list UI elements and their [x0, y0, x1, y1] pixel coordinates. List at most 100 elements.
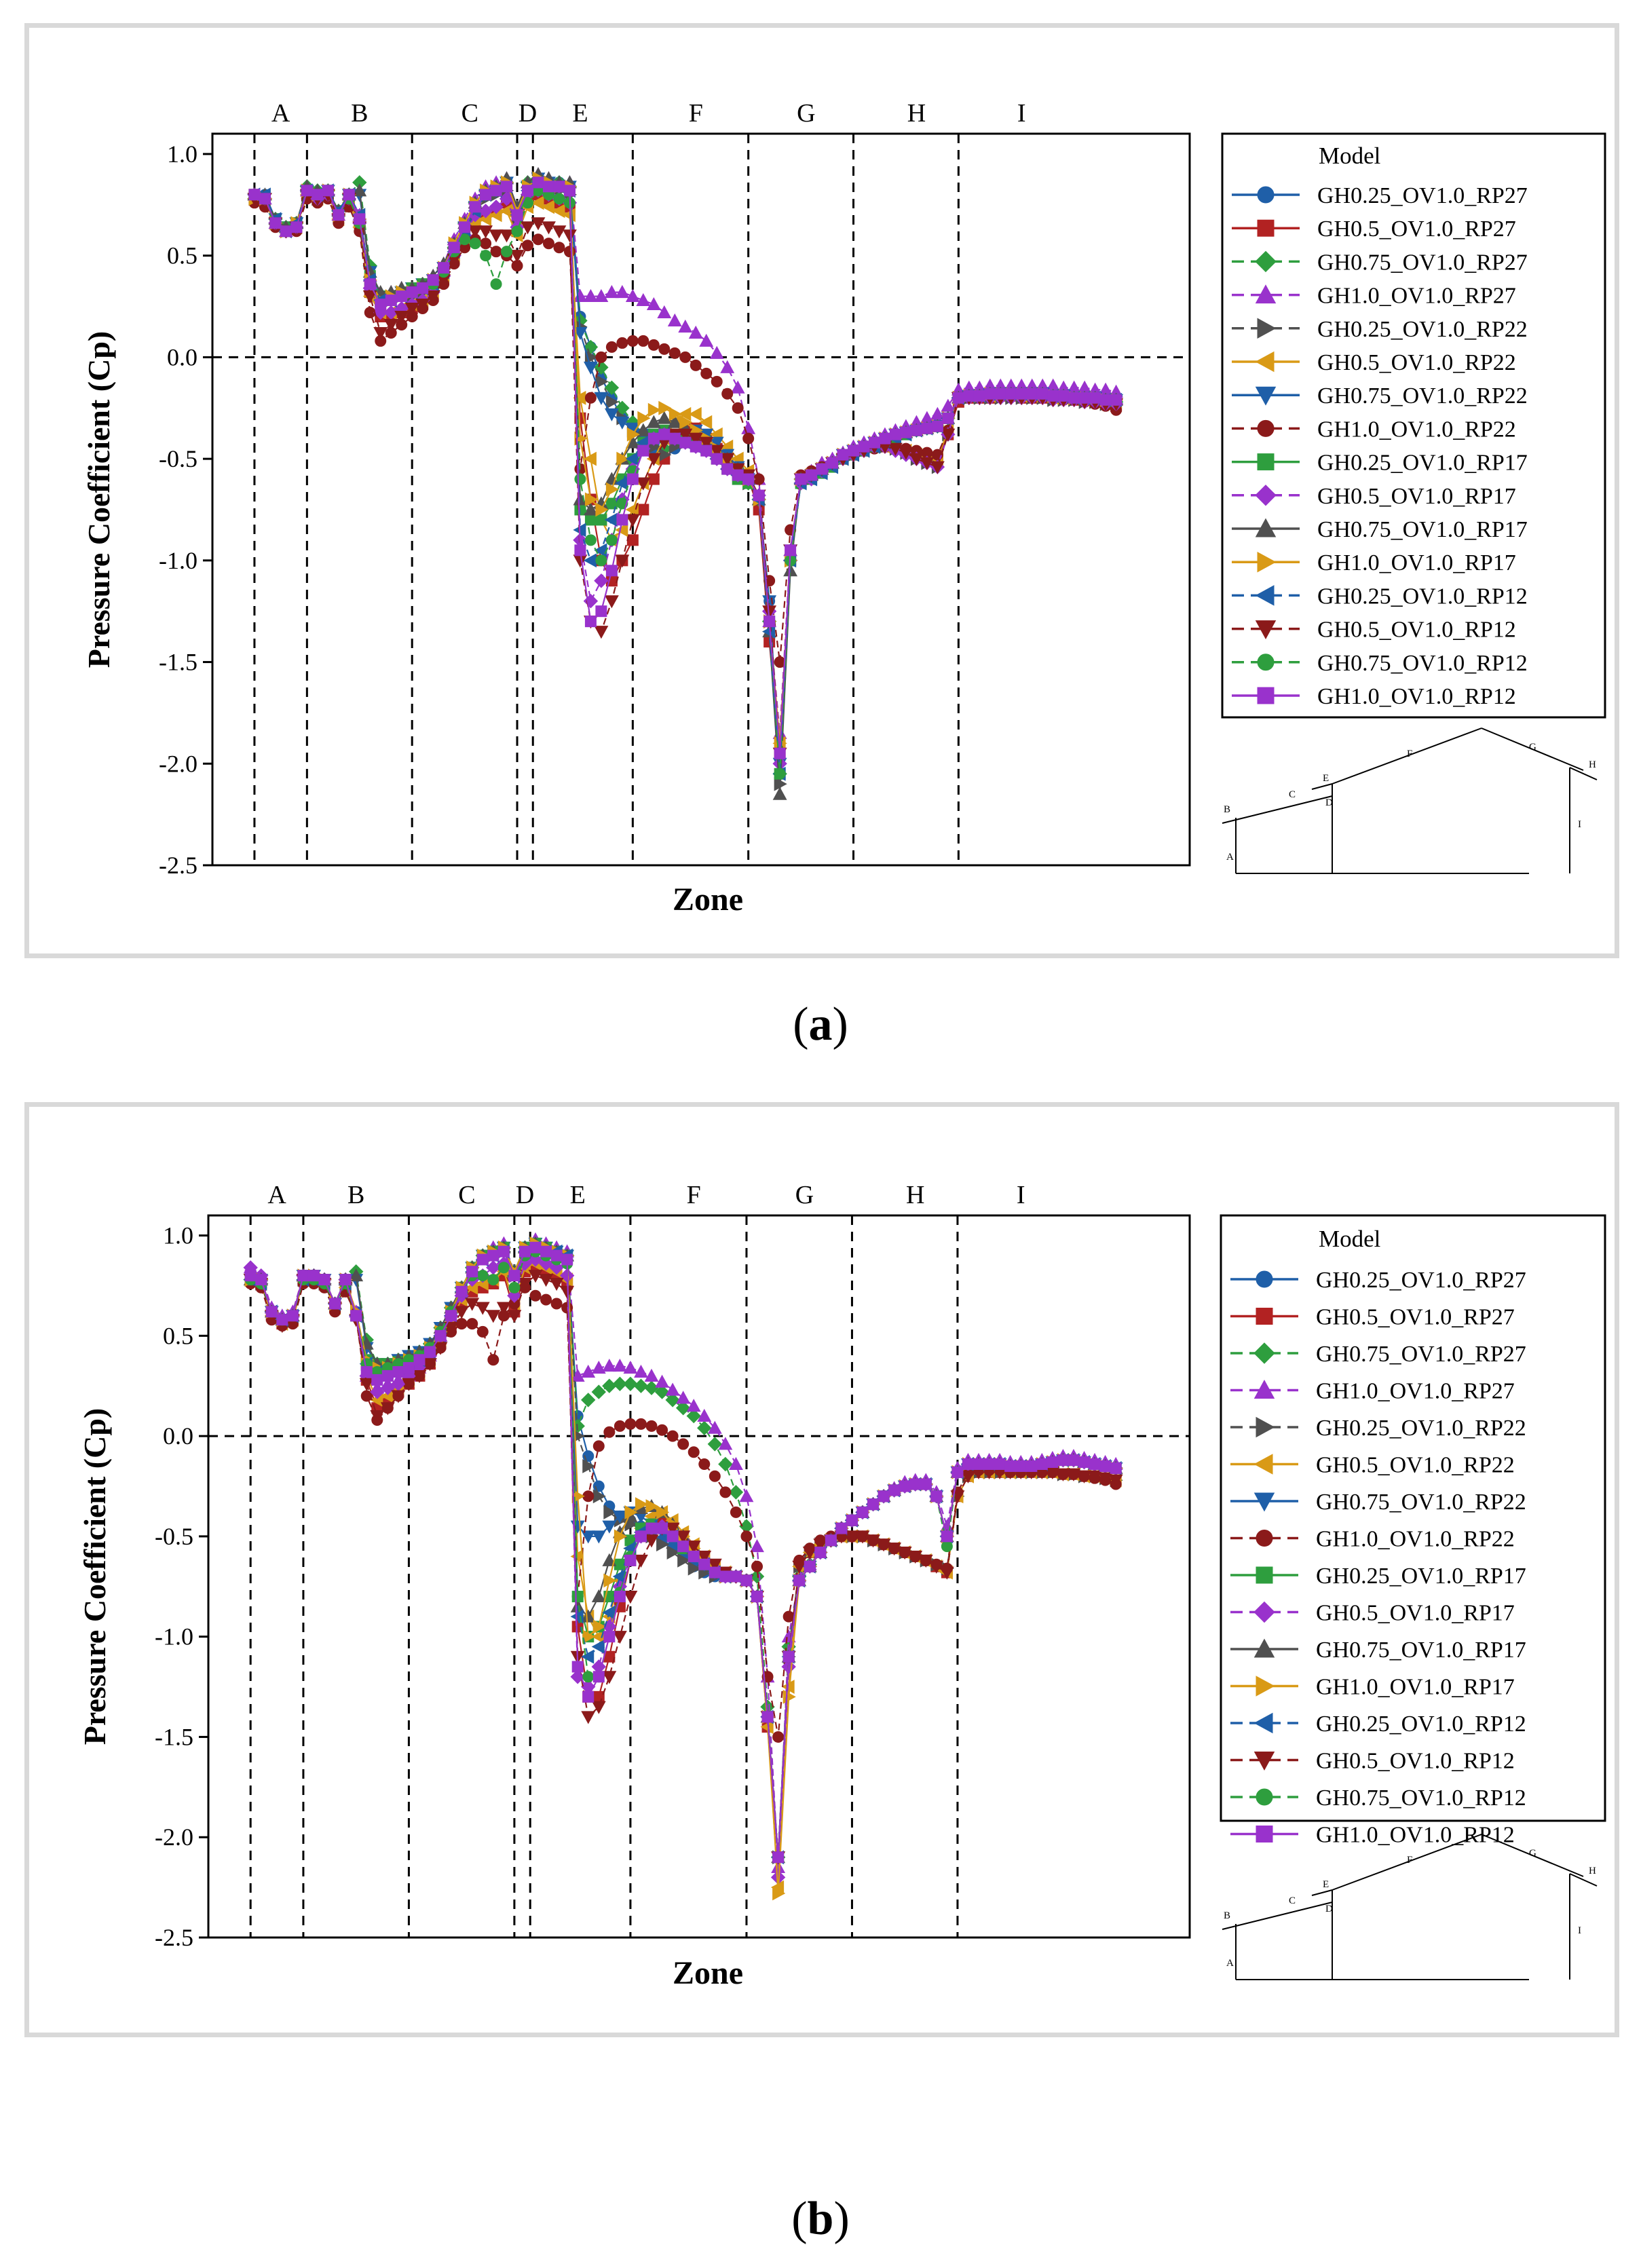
data-point [1087, 1470, 1102, 1483]
data-point [591, 1360, 606, 1374]
legend-entry: GH0.75_OV1.0_RP17 [1230, 1638, 1526, 1663]
data-point [402, 1362, 415, 1374]
data-point [602, 1553, 617, 1566]
data-point [612, 1359, 627, 1372]
data-point [848, 445, 860, 457]
data-point [1068, 1454, 1080, 1467]
data-point [531, 195, 544, 210]
data-point [688, 407, 702, 421]
caption-b-letter: b [807, 2193, 834, 2245]
data-point [909, 1478, 922, 1490]
data-point [391, 1390, 406, 1403]
data-point [772, 787, 787, 800]
legend-entry: GH0.75_OV1.0_RP27 [1230, 1342, 1526, 1367]
legend-label: GH0.25_OV1.0_RP22 [1316, 1416, 1526, 1441]
data-point [602, 1605, 616, 1620]
data-point [605, 341, 618, 353]
data-point [930, 1490, 943, 1502]
schematic-label: G [1529, 742, 1536, 753]
data-point [795, 473, 807, 485]
legend-entry: GH0.25_OV1.0_RP17 [1232, 451, 1528, 476]
data-point [709, 1470, 721, 1482]
y-tick-label: -1.5 [159, 649, 197, 676]
data-point [687, 1561, 701, 1576]
data-point [444, 1322, 459, 1336]
legend-label: GH0.5_OV1.0_RP22 [1317, 350, 1516, 375]
data-point [614, 1529, 628, 1544]
data-point [401, 1378, 416, 1391]
data-point [594, 626, 609, 639]
data-point [602, 1671, 617, 1684]
y-tick-label: 1.0 [163, 1222, 193, 1249]
data-point [656, 1537, 670, 1552]
data-point [688, 325, 703, 339]
data-point [584, 392, 597, 404]
data-point [718, 1456, 733, 1472]
data-point [594, 392, 609, 405]
legend-entry: GH0.25_OV1.0_RP12 [1230, 1712, 1526, 1737]
legend-marker [1257, 186, 1275, 204]
caption-a-letter: a [808, 998, 833, 1051]
data-point [1046, 1456, 1059, 1469]
data-point [806, 469, 818, 481]
legend-entry: GH0.5_OV1.0_RP12 [1232, 618, 1516, 643]
data-point [490, 246, 502, 258]
data-point [709, 1566, 721, 1579]
data-point [668, 432, 681, 445]
data-point [688, 432, 703, 446]
legend-label: GH0.25_OV1.0_RP27 [1316, 1268, 1526, 1293]
data-point [774, 747, 786, 759]
data-point [647, 473, 660, 485]
data-point [286, 1310, 299, 1322]
data-point [584, 492, 599, 507]
data-point [690, 440, 702, 453]
legend-label: GH0.75_OV1.0_RP17 [1316, 1638, 1526, 1663]
data-point [1108, 1474, 1123, 1488]
legend-label: GH0.5_OV1.0_RP22 [1316, 1453, 1515, 1478]
data-point [339, 1274, 352, 1286]
data-point [655, 1374, 670, 1388]
plot-area-a [211, 132, 1191, 867]
zone-label: E [572, 99, 588, 128]
schematic-line [1481, 727, 1584, 771]
schematic-label: G [1529, 1848, 1536, 1859]
data-point [973, 390, 985, 402]
data-point [879, 432, 891, 445]
legend-label: GH0.25_OV1.0_RP17 [1316, 1564, 1526, 1589]
data-point [941, 428, 956, 442]
legend-entry: GH1.0_OV1.0_RP27 [1230, 1379, 1515, 1404]
data-point [476, 1270, 489, 1282]
legend-marker [1253, 1712, 1273, 1734]
data-point [900, 426, 912, 438]
data-point [645, 1420, 658, 1432]
data-point [711, 453, 723, 465]
data-point [730, 1570, 742, 1583]
data-point [424, 1346, 436, 1358]
data-point [480, 238, 492, 250]
data-point [951, 1466, 964, 1478]
data-point [370, 1384, 385, 1399]
data-point [521, 221, 535, 235]
data-point [658, 400, 672, 415]
data-point [591, 1530, 606, 1544]
data-point [686, 1408, 701, 1424]
data-point [522, 185, 534, 197]
data-point [573, 326, 588, 341]
data-point [730, 380, 745, 394]
data-point [550, 1249, 563, 1262]
data-point [984, 388, 996, 400]
data-point [1004, 1460, 1017, 1472]
data-point [476, 1253, 489, 1266]
data-point [676, 1530, 691, 1544]
data-point [583, 288, 598, 303]
data-point [333, 209, 345, 221]
schematic-label: A [1226, 852, 1234, 863]
data-point [373, 326, 388, 341]
data-point [719, 1570, 732, 1583]
data-point [720, 360, 735, 373]
data-point [665, 1393, 680, 1407]
legend-entry: GH0.75_OV1.0_RP22 [1232, 383, 1528, 409]
data-point [581, 1649, 595, 1664]
legend-label: GH0.5_OV1.0_RP27 [1316, 1305, 1515, 1330]
